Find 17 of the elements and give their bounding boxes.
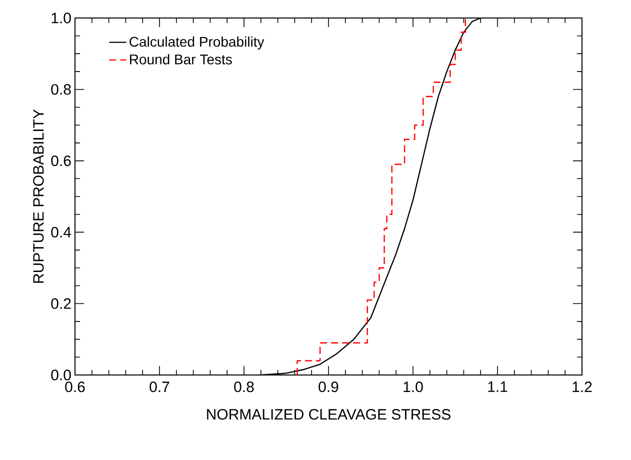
x-tick-label: 1.0 [404,382,423,392]
x-tick-label: 0.8 [234,382,254,392]
y-axis-title: RUPTURE PROBABILITY [33,109,44,283]
y-tick-label: 0.6 [51,155,71,166]
x-axis-title: NORMALIZED CLEAVAGE STRESS [207,409,450,420]
y-tick-label: 1.0 [52,12,71,24]
x-tick-label: 0.7 [150,382,170,392]
y-tick-label: 0.8 [51,84,71,95]
legend-label: Calculated Probability [130,36,264,50]
y-tick-label: 0.4 [51,226,72,238]
y-tick-label: 0.2 [51,298,71,309]
x-tick-label: 1.2 [572,382,592,392]
y-tick-label: 0.0 [51,370,71,380]
x-tick-label: 0.9 [318,382,338,392]
legend-label: Round Bar Tests [130,54,232,64]
x-tick-label: 0.6 [65,382,85,392]
x-tick-label: 1.1 [488,382,508,392]
